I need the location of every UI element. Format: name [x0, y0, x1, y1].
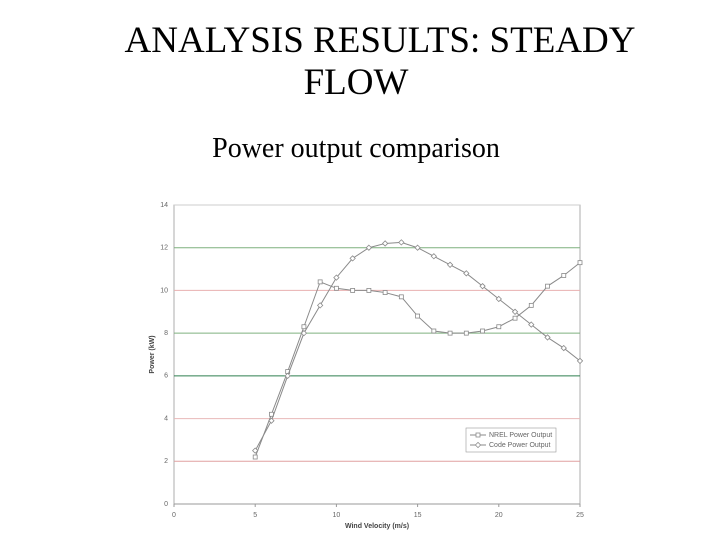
- point-marker: [317, 279, 323, 285]
- legend-marker: [474, 441, 482, 449]
- y-tick-label: 6: [164, 373, 168, 380]
- legend-marker: [475, 432, 481, 438]
- x-tick-label: 5: [253, 512, 257, 519]
- point-marker: [560, 344, 567, 352]
- point-marker: [544, 334, 551, 341]
- point-marker: [561, 273, 567, 278]
- x-axis-label: Wind Velocity (m/s): [345, 523, 409, 530]
- y-tick-label: 4: [164, 415, 168, 422]
- y-tick-label: 10: [160, 287, 168, 294]
- y-tick-label: 2: [164, 458, 168, 465]
- point-marker: [528, 321, 535, 328]
- x-tick-label: 0: [172, 512, 176, 519]
- legend: NREL Power Output Code Power Output: [465, 427, 557, 453]
- point-marker: [350, 288, 356, 293]
- point-marker: [398, 294, 404, 300]
- point-marker: [316, 302, 324, 309]
- point-marker: [430, 253, 438, 260]
- point-marker: [415, 313, 421, 319]
- point-marker: [333, 274, 340, 281]
- point-marker: [528, 302, 534, 308]
- x-tick-label: 10: [333, 512, 341, 519]
- point-marker: [382, 290, 388, 295]
- legend-label: NREL Power Output: [489, 432, 552, 439]
- point-marker: [349, 255, 356, 262]
- point-marker: [512, 315, 518, 321]
- point-marker: [300, 329, 308, 337]
- y-tick-label: 8: [164, 330, 168, 337]
- point-marker: [447, 330, 453, 336]
- y-tick-label: 14: [160, 202, 168, 209]
- point-marker: [252, 447, 259, 454]
- point-marker: [496, 324, 502, 330]
- point-marker: [284, 372, 291, 380]
- point-marker: [365, 244, 373, 251]
- point-marker: [333, 285, 339, 291]
- point-marker: [431, 328, 437, 334]
- point-marker: [414, 244, 421, 251]
- slide-title: ANALYSIS RESULTS: STEADY FLOW: [125, 20, 636, 103]
- y-tick-label: 12: [160, 245, 168, 252]
- point-marker: [381, 240, 389, 247]
- point-marker: [577, 260, 583, 266]
- point-marker: [252, 454, 258, 460]
- legend-box: [465, 427, 557, 453]
- point-marker: [495, 295, 502, 303]
- y-axis-label: Power (kW): [149, 335, 156, 373]
- point-marker: [545, 283, 550, 289]
- point-marker: [576, 357, 584, 365]
- point-marker: [511, 308, 519, 315]
- x-tick-label: 20: [495, 512, 503, 519]
- point-marker: [366, 288, 372, 293]
- point-marker: [463, 270, 470, 277]
- plot-area: [173, 204, 581, 505]
- point-marker: [268, 417, 275, 424]
- x-tick-label: 25: [576, 512, 584, 519]
- point-marker: [446, 261, 454, 268]
- point-marker: [301, 324, 307, 330]
- point-marker: [463, 330, 469, 336]
- point-marker: [479, 282, 486, 290]
- y-tick-label: 0: [164, 501, 168, 508]
- chart-subtitle: Power output comparison: [212, 133, 500, 164]
- x-tick-label: 15: [414, 512, 422, 519]
- point-marker: [398, 239, 405, 246]
- point-marker: [480, 328, 485, 334]
- legend-label: Code Power Output: [489, 442, 551, 449]
